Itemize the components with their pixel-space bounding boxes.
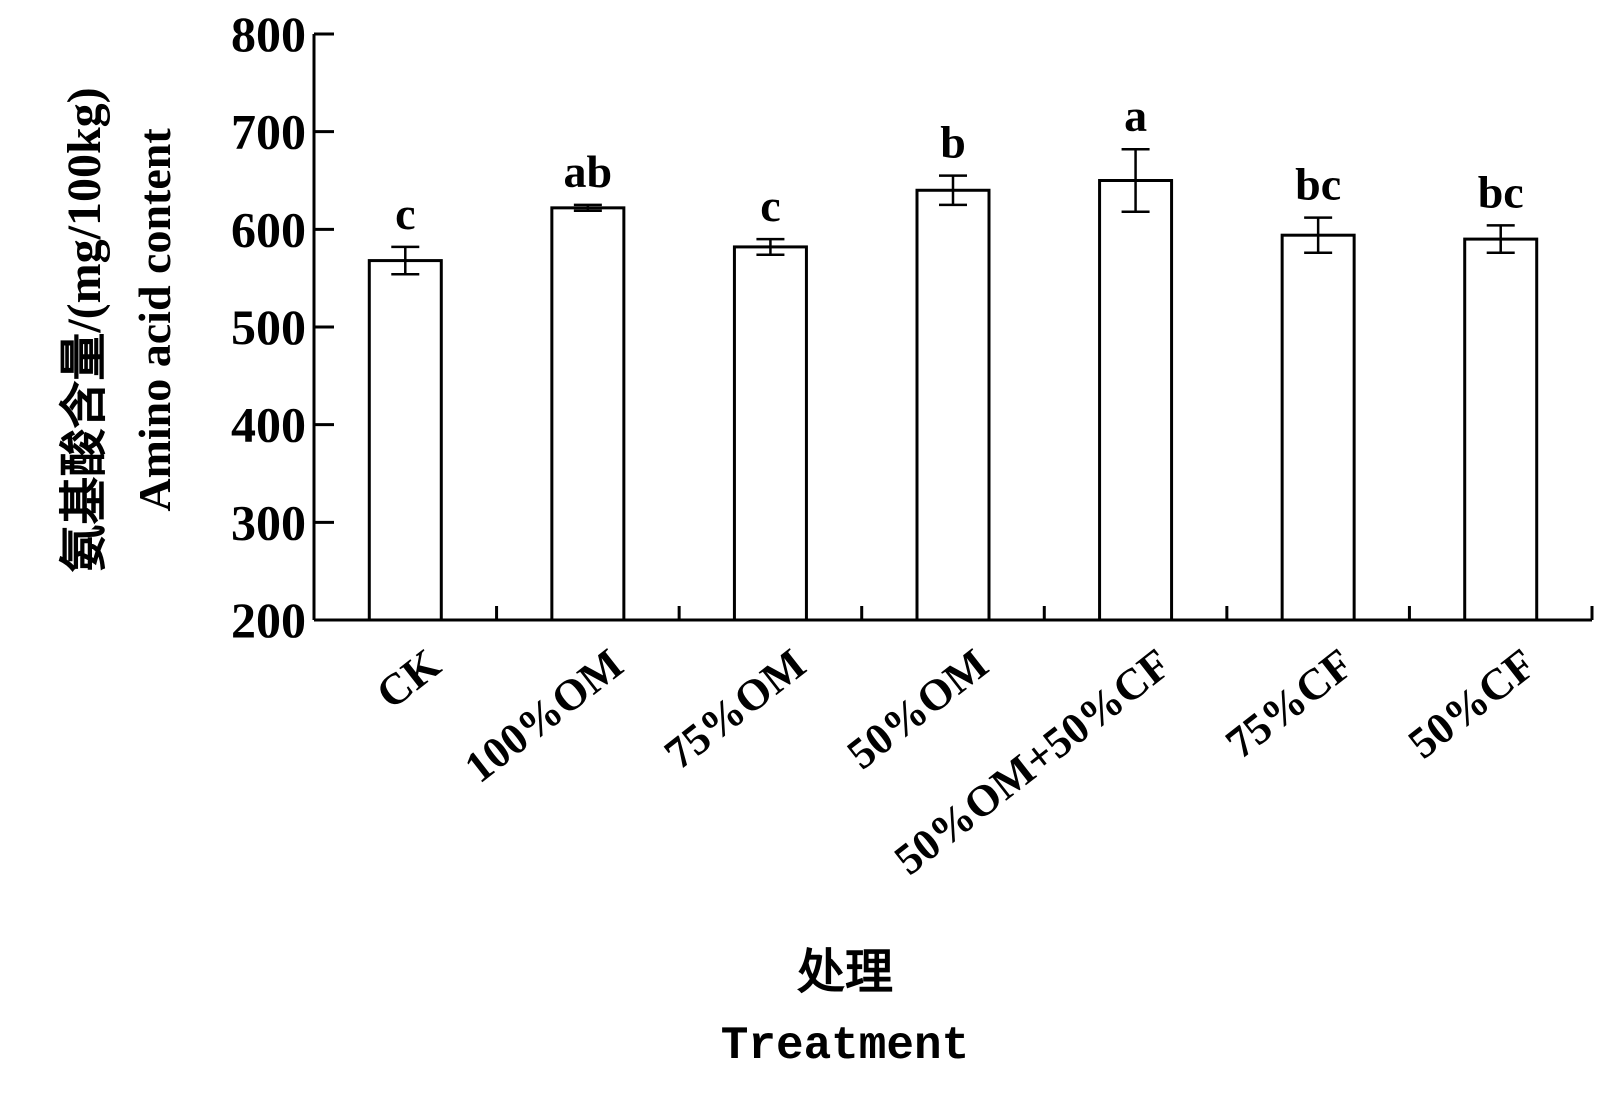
x-axis-title-cn: 处理 (797, 946, 893, 999)
bars-group (367, 147, 1539, 622)
significance-label: bc (1478, 166, 1524, 217)
bar (732, 245, 808, 622)
x-tick-label: 75%OM (655, 639, 814, 778)
y-axis-title-en: Amino acid content (129, 128, 180, 512)
x-tick-label: 100%OM (455, 639, 632, 792)
y-axis-title-cn: 氨基酸含量/(mg/100kg) (58, 87, 111, 572)
x-tick-label: CK (367, 639, 449, 718)
significance-label: b (940, 117, 966, 168)
x-tick-label: 50%CF (1399, 639, 1545, 768)
bar (1463, 237, 1539, 622)
bar (550, 206, 626, 622)
y-tick-label: 800 (231, 6, 306, 62)
bar (367, 259, 443, 622)
x-axis-title-en: Treatment (721, 1020, 969, 1072)
bar (1098, 179, 1174, 622)
y-axis: 200 300 400 500 600 700 800 (231, 6, 334, 648)
y-tick-label: 300 (231, 494, 306, 550)
significance-label: c (760, 180, 780, 231)
y-tick-label: 600 (231, 201, 306, 257)
y-tick-label: 400 (231, 397, 306, 453)
significance-label: c (395, 188, 415, 239)
significance-label: ab (564, 146, 613, 197)
y-tick-label: 200 (231, 592, 306, 648)
x-tick-label: 50%OM (838, 639, 997, 778)
bar (915, 188, 991, 622)
significance-label: bc (1295, 159, 1341, 210)
y-tick-label: 500 (231, 299, 306, 355)
bar (1280, 233, 1356, 622)
x-tick-label: 75%CF (1217, 639, 1363, 768)
significance-label: a (1124, 90, 1147, 141)
y-tick-label: 700 (231, 104, 306, 160)
